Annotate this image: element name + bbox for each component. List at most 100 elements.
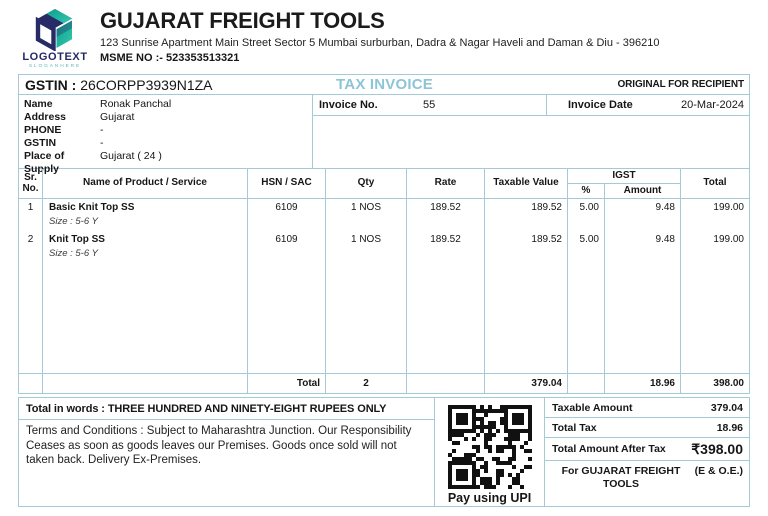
total-empty-cell <box>407 374 485 393</box>
invoice-date-value: 20-Mar-2024 <box>681 99 744 111</box>
summary-value: 18.96 <box>716 421 743 434</box>
table-row: 2 Knit Top SS Size : 5-6 Y 6109 1 NOS 18… <box>19 231 749 263</box>
spacer-cell <box>407 263 485 373</box>
col-header-rate: Rate <box>407 169 485 198</box>
gstin-value: 26CORPP3939N1ZA <box>80 76 213 93</box>
gstin-line: GSTIN : 26CORPP3939N1ZA <box>19 77 265 93</box>
table-total-row: Total 2 379.04 18.96 398.00 <box>19 373 749 393</box>
summary-row-tax: Total Tax 18.96 <box>545 418 749 438</box>
eoe-label: (E & O.E.) <box>694 465 743 477</box>
total-in-words: Total in words : THREE HUNDRED AND NINET… <box>19 398 434 420</box>
field-label: Place of Supply <box>24 150 65 175</box>
invoice-page: LOGOTEXT SLOGANHERE GUJARAT FREIGHT TOOL… <box>18 0 750 507</box>
table-row: 1 Basic Knit Top SS Size : 5-6 Y 6109 1 … <box>19 199 749 231</box>
invoice-meta-panel: Invoice No. 55 Invoice Date 20-Mar-2024 <box>313 95 749 168</box>
total-taxable: 379.04 <box>485 374 568 393</box>
cell-igst-pct: 5.00 <box>568 199 605 231</box>
company-logo: LOGOTEXT SLOGANHERE <box>18 7 92 74</box>
summary-row-grand-total: Total Amount After Tax ₹398.00 <box>545 438 749 461</box>
cell-total: 199.00 <box>713 234 744 245</box>
field-label: Name <box>24 98 53 110</box>
upi-qr-box: Pay using UPI <box>434 397 545 507</box>
cell-sr: 1 <box>19 199 43 231</box>
cell-taxable: 189.52 <box>485 199 568 231</box>
doc-title: TAX INVOICE <box>336 76 433 93</box>
invoice-no-value: 55 <box>423 99 436 111</box>
total-empty-cell <box>568 374 605 393</box>
col-header-hsn: HSN / SAC <box>248 169 326 198</box>
items-table-header: Sr. No. Name of Product / Service HSN / … <box>19 169 749 199</box>
summary-row-taxable: Taxable Amount 379.04 <box>545 398 749 418</box>
bill-to-row-address: Address Gujarat <box>24 111 312 124</box>
field-value: Gujarat <box>100 111 135 123</box>
spacer-cell <box>326 263 407 373</box>
field-value: - <box>100 137 104 149</box>
igst-subheaders: % Amount <box>568 184 680 198</box>
cell-rate: 189.52 <box>407 231 485 263</box>
col-header-taxable: Taxable Value <box>485 169 568 198</box>
logo-cube-icon <box>35 9 72 51</box>
signature-area: For GUJARAT FREIGHT TOOLS (E & O.E.) <box>545 461 749 506</box>
field-value: - <box>100 124 104 136</box>
gstin-label: GSTIN : <box>25 76 77 93</box>
spacer-cell <box>681 263 749 373</box>
invoice-date-label: Invoice Date <box>568 99 633 111</box>
summary-value: ₹398.00 <box>691 440 743 457</box>
col-header-product: Name of Product / Service <box>43 169 248 198</box>
field-label: GSTIN <box>24 137 57 149</box>
amount-summary-panel: Taxable Amount 379.04 Total Tax 18.96 To… <box>544 397 750 507</box>
total-empty-cell <box>19 374 43 393</box>
invoice-footer: Total in words : THREE HUNDRED AND NINET… <box>18 397 750 507</box>
spacer-cell <box>248 263 326 373</box>
cell-total: 199.00 <box>713 202 744 213</box>
upi-qr-code <box>447 405 532 489</box>
company-msme: MSME NO :- 523353513321 <box>100 52 240 64</box>
logo-text: LOGOTEXT <box>22 51 88 63</box>
total-tax-amount: 18.96 <box>605 374 681 393</box>
invoice-header: LOGOTEXT SLOGANHERE GUJARAT FREIGHT TOOL… <box>18 0 750 74</box>
invoice-no-cell: Invoice No. 55 <box>313 95 547 115</box>
terms-and-conditions: Terms and Conditions : Subject to Mahara… <box>26 425 412 466</box>
bill-to-panel: Name Ronak Panchal Address Gujarat PHONE… <box>19 95 313 175</box>
col-header-igst-amount: Amount <box>623 184 662 196</box>
items-table: Sr. No. Name of Product / Service HSN / … <box>18 168 750 394</box>
cell-sr: 2 <box>19 231 43 263</box>
qr-caption: Pay using UPI <box>447 491 532 505</box>
words-terms-box: Total in words : THREE HUNDRED AND NINET… <box>18 397 435 507</box>
cell-taxable: 189.52 <box>485 231 568 263</box>
total-label: Total <box>248 374 326 393</box>
summary-label: Total Tax <box>552 421 597 434</box>
invoice-no-label: Invoice No. <box>319 99 378 111</box>
item-name: Knit Top SS <box>49 234 105 245</box>
field-label: Address <box>24 111 67 123</box>
company-info: GUJARAT FREIGHT TOOLS 123 Sunrise Apartm… <box>92 7 659 74</box>
cell-product: Knit Top SS Size : 5-6 Y <box>43 231 248 263</box>
cell-qty: 1 NOS <box>326 231 407 263</box>
spacer-cell <box>19 263 43 373</box>
col-header-total: Total <box>703 177 727 189</box>
field-value: Ronak Panchal <box>100 98 172 110</box>
summary-label: Taxable Amount <box>552 401 633 414</box>
total-empty-cell <box>43 374 248 393</box>
item-size: Size : 5-6 Y <box>49 216 98 227</box>
table-spacer-row <box>19 263 749 373</box>
total-qty: 2 <box>326 374 407 393</box>
item-size: Size : 5-6 Y <box>49 248 98 259</box>
field-label: PHONE <box>24 124 62 136</box>
invoice-meta-row: Invoice No. 55 Invoice Date 20-Mar-2024 <box>313 95 749 116</box>
cell-product: Basic Knit Top SS Size : 5-6 Y <box>43 199 248 231</box>
spacer-cell <box>43 263 248 373</box>
cell-hsn: 6109 <box>248 199 326 231</box>
company-address: 123 Sunrise Apartment Main Street Sector… <box>100 37 660 49</box>
col-header-qty: Qty <box>326 169 407 198</box>
spacer-cell <box>568 263 605 373</box>
signature-for-label: For GUJARAT FREIGHT TOOLS <box>561 465 681 490</box>
field-value: Gujarat ( 24 ) <box>100 150 162 162</box>
title-bar: GSTIN : 26CORPP3939N1ZA TAX INVOICE ORIG… <box>18 74 750 95</box>
bill-to-row-phone: PHONE - <box>24 124 312 137</box>
spacer-cell <box>485 263 568 373</box>
bill-to-row-name: Name Ronak Panchal <box>24 98 312 111</box>
cell-igst-amount: 9.48 <box>605 231 681 263</box>
col-header-igst-group: IGST % Amount <box>568 169 681 198</box>
cell-igst-amount: 9.48 <box>605 199 681 231</box>
